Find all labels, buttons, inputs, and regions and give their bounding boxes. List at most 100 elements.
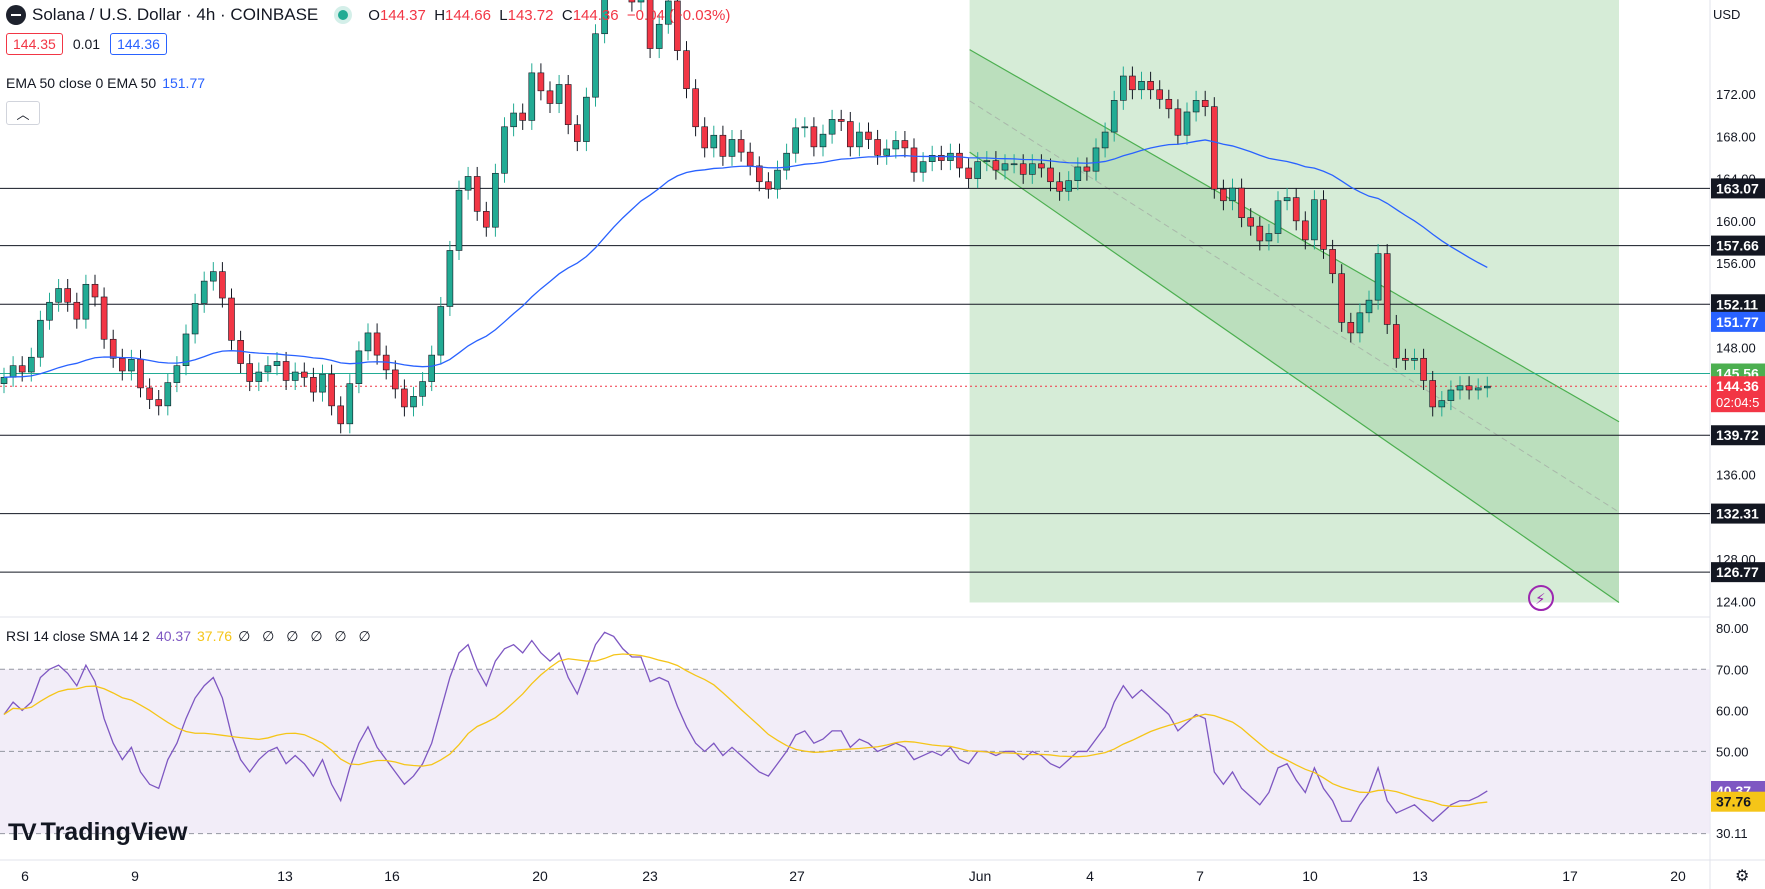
candle-body	[746, 151, 754, 167]
candle-body	[637, 0, 645, 3]
time-axis-tick: 27	[789, 868, 805, 884]
level-price-label: 139.72	[1716, 427, 1759, 443]
rsi-axis-tick: 80.00	[1716, 621, 1749, 636]
buy-button[interactable]: 144.36	[110, 33, 167, 55]
rsi-sma-legend-value: 37.76	[197, 628, 233, 644]
candle-body	[674, 0, 681, 51]
candle-body	[1302, 220, 1309, 241]
symbol-title[interactable]: Solana / U.S. Dollar · 4h · COINBASE	[32, 5, 319, 24]
sell-button[interactable]: 144.35	[6, 33, 63, 55]
level-price-tag	[1711, 562, 1765, 583]
candle-body	[346, 383, 354, 425]
chart-header: Solana / U.S. Dollar · 4h · COINBASE O14…	[6, 2, 730, 28]
rsi-axis-tick: 70.00	[1716, 662, 1749, 677]
price-axis-tick: 172.00	[1716, 87, 1756, 102]
candle-body	[1429, 380, 1436, 408]
candle-body	[1192, 100, 1200, 113]
candle-body	[1019, 163, 1027, 175]
ohlc-values: O144.37 H144.66 L143.72 C144.36 −0.04 (−…	[368, 6, 731, 24]
candle-body	[119, 357, 126, 372]
time-axis-tick: 9	[131, 868, 139, 884]
candle-body	[810, 126, 818, 148]
rsi-legend[interactable]: RSI 14 close SMA 14 2 40.37 37.76 ∅ ∅ ∅ ∅ ∅…	[6, 628, 375, 645]
time-axis-tick: 20	[532, 868, 548, 884]
candle-body	[328, 373, 335, 407]
gear-icon[interactable]: ⚙	[1735, 868, 1750, 885]
candle-body	[655, 23, 663, 49]
candle-body	[1311, 199, 1318, 241]
descending-channel	[969, 49, 1619, 603]
candle-body	[46, 301, 53, 321]
candle-body	[291, 371, 299, 381]
candle-body	[1402, 357, 1409, 361]
price-axis-tick: 148.00	[1716, 341, 1756, 356]
last-price-label: 144.36	[1716, 378, 1759, 394]
candle-body	[473, 176, 481, 212]
candle-body	[73, 301, 81, 320]
candle-body	[801, 126, 809, 129]
candle-body	[1347, 322, 1355, 334]
candle-body	[555, 84, 563, 104]
quote-panel: 144.35 0.01 144.36	[6, 32, 167, 56]
candle-body	[200, 280, 208, 304]
candle-body	[965, 167, 972, 179]
candle-body	[528, 72, 536, 121]
candle-body	[1220, 188, 1227, 202]
ema-price-label: 151.77	[1716, 314, 1759, 330]
candle-body	[1365, 299, 1373, 314]
channel-lower-line	[969, 151, 1620, 603]
candle-body	[1229, 187, 1236, 202]
candle-body	[664, 0, 672, 25]
candle-body	[856, 131, 863, 148]
rsi-legend-value: 40.37	[155, 628, 192, 644]
candle-body	[446, 250, 454, 307]
spread-value: 0.01	[72, 36, 101, 52]
candle-body	[428, 354, 436, 382]
rsi-legend-label: RSI 14 close SMA 14 2	[6, 628, 150, 644]
solana-logo-icon	[6, 5, 26, 25]
ema-legend[interactable]: EMA 50 close 0 EMA 50 151.77	[6, 75, 205, 91]
candle-body	[1065, 180, 1072, 192]
candle-body	[1138, 81, 1145, 91]
candle-body	[1420, 357, 1427, 381]
candle-body	[1038, 163, 1045, 169]
candle-body	[1238, 187, 1245, 218]
time-axis-tick: 6	[21, 868, 29, 884]
candle-body	[37, 319, 44, 358]
currency-label[interactable]: USD	[1713, 7, 1741, 22]
time-axis-tick: Jun	[969, 868, 992, 884]
candle-body	[1329, 249, 1336, 275]
candle-body	[246, 363, 253, 382]
candle-body	[828, 119, 836, 135]
collapse-legend-button[interactable]: ︿	[6, 101, 40, 125]
candle-body	[401, 388, 408, 408]
price-axis-tick: 128.00	[1716, 552, 1756, 567]
candle-body	[1183, 111, 1191, 136]
level-price-label: 152.11	[1716, 296, 1758, 312]
time-axis-tick: 17	[1562, 868, 1578, 884]
time-axis-tick: 13	[1412, 868, 1428, 884]
tradingview-logo[interactable]: TV TradingView	[8, 818, 187, 847]
candle-body	[146, 387, 153, 400]
candle-body	[482, 211, 490, 228]
candle-body	[1438, 400, 1446, 408]
candle-body	[774, 169, 781, 190]
time-axis-tick: 16	[384, 868, 400, 884]
candle-body	[701, 126, 709, 149]
chevron-up-icon: ︿	[16, 106, 30, 122]
time-axis-tick: 4	[1086, 868, 1094, 884]
candle-body	[1356, 312, 1364, 334]
candle-body	[455, 189, 463, 251]
time-axis-tick: 23	[642, 868, 658, 884]
candle-body	[1292, 197, 1300, 222]
candle-body	[373, 332, 381, 356]
candle-body	[464, 176, 472, 191]
candle-body	[364, 332, 372, 352]
candle-body	[683, 50, 690, 90]
candle-body	[273, 361, 281, 366]
candle-body	[1411, 357, 1418, 361]
candle-body	[128, 359, 135, 372]
candle-body	[18, 365, 26, 373]
candle-body	[1110, 100, 1118, 133]
